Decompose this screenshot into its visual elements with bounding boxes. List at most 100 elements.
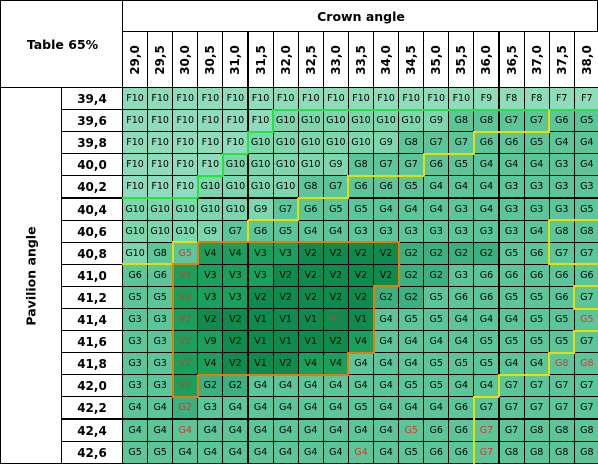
region-boundary	[297, 108, 324, 111]
column-header-label: 33,0	[328, 44, 343, 75]
table-cell: G8	[548, 352, 575, 376]
table-cell: V1	[247, 308, 274, 332]
table-cell: G4	[423, 396, 450, 420]
table-cell: G4	[448, 330, 475, 354]
table-cell: G4	[373, 440, 400, 464]
table-cell: G4	[297, 440, 324, 464]
column-header: 33,0	[322, 31, 349, 88]
region-boundary	[373, 285, 400, 288]
region-boundary	[347, 174, 374, 177]
column-header-label: 36,0	[479, 44, 494, 75]
table-cell: G3	[523, 197, 550, 221]
region-boundary	[122, 197, 149, 199]
column-header-label: 32,0	[278, 44, 293, 75]
table-cell: V2	[373, 263, 400, 287]
region-boundary	[523, 108, 550, 111]
table-cell: G5	[122, 285, 149, 309]
table-cell: G10	[222, 175, 249, 199]
table-cell: G5	[147, 285, 174, 309]
table-cell: G4	[423, 175, 450, 199]
row-header: 42,4	[61, 418, 123, 442]
region-boundary	[397, 263, 400, 287]
table-cell: F10	[122, 87, 149, 111]
table-cell: G6	[423, 440, 450, 464]
region-boundary	[222, 241, 249, 244]
region-boundary	[197, 241, 224, 244]
region-boundary	[573, 219, 598, 222]
table-cell: G5	[398, 418, 425, 442]
table-cell: G4	[147, 418, 174, 442]
region-boundary	[548, 219, 551, 243]
region-boundary	[171, 352, 174, 376]
table-cell: G6	[373, 175, 400, 199]
region-boundary	[196, 241, 199, 265]
region-boundary	[297, 197, 300, 221]
table-cell: G2	[373, 285, 400, 309]
column-header-label: 30,5	[203, 44, 218, 75]
row-header: 41,6	[61, 330, 123, 354]
table-cell: G7	[523, 109, 550, 133]
region-boundary	[473, 395, 500, 398]
table-cell: G4	[322, 374, 349, 398]
table-cell: G10	[297, 131, 324, 155]
region-boundary	[171, 330, 174, 354]
table-cell: G4	[322, 440, 349, 464]
table-cell: V2	[322, 241, 349, 265]
table-cell: G5	[573, 109, 598, 133]
table-cell: G10	[222, 197, 249, 221]
table-cell: G6	[498, 263, 525, 287]
table-cell: V3	[172, 285, 199, 309]
table-cell: G3	[423, 219, 450, 243]
table-cell: G4	[448, 175, 475, 199]
region-boundary	[548, 219, 575, 222]
table-cell: G4	[297, 219, 324, 243]
column-header: 35,0	[423, 31, 450, 88]
column-header-label: 31,5	[253, 44, 268, 75]
table-cell: F10	[147, 109, 174, 133]
region-boundary	[272, 108, 299, 111]
table-cell: G7	[473, 396, 500, 420]
y-axis-label: Pavilion angle	[23, 225, 39, 326]
table-cell: V3	[247, 241, 274, 265]
region-boundary	[473, 130, 500, 133]
table-cell: G10	[172, 219, 199, 243]
table-cell: V2	[347, 285, 374, 309]
column-header: 33,5	[347, 31, 374, 88]
table-cell: V2	[297, 263, 324, 287]
table-cell: G5	[548, 308, 575, 332]
region-boundary	[322, 108, 349, 111]
region-boundary	[573, 263, 598, 266]
region-boundary	[523, 130, 550, 133]
table-cell: G3	[498, 219, 525, 243]
table-cell: V2	[373, 241, 400, 265]
table-cell: G10	[222, 153, 249, 177]
table-cell: V1	[272, 308, 299, 332]
region-boundary	[297, 197, 324, 199]
table-cell: F10	[172, 109, 199, 133]
table-cell: G6	[573, 263, 598, 287]
table-cell: G7	[373, 153, 400, 177]
table-cell: G7	[473, 440, 500, 464]
region-boundary	[272, 241, 299, 244]
table-cell: G4	[398, 197, 425, 221]
row-header: 41,0	[61, 263, 123, 287]
table-cell: G4	[473, 197, 500, 221]
table-cell: F10	[247, 87, 274, 111]
table-cell: V2	[322, 263, 349, 287]
table-cell: F10	[147, 131, 174, 155]
table-cell: G10	[247, 153, 274, 177]
table-cell: G8	[523, 440, 550, 464]
table-cell: G3	[473, 219, 500, 243]
table-cell: G10	[122, 241, 149, 265]
table-cell: G5	[573, 308, 598, 332]
table-cell: G10	[322, 131, 349, 155]
table-cell: G6	[347, 175, 374, 199]
table-cell: G5	[523, 330, 550, 354]
row-header: 41,4	[61, 308, 123, 332]
region-boundary	[247, 241, 274, 244]
region-boundary	[372, 285, 375, 309]
table-cell: G10	[272, 153, 299, 177]
table-cell: G4	[347, 418, 374, 442]
region-boundary	[297, 241, 324, 244]
